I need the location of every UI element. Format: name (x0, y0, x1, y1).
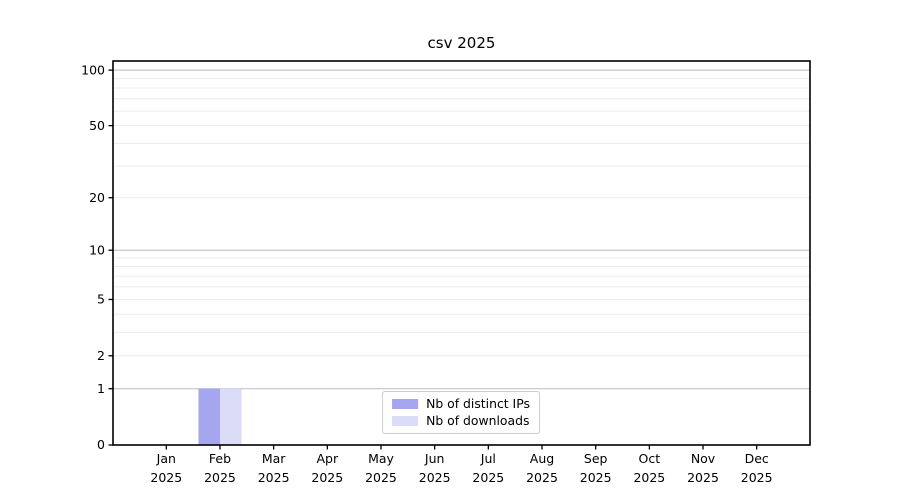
x-tick-label-year: 2025 (633, 470, 665, 485)
x-tick-label-year: 2025 (311, 470, 343, 485)
x-tick-label-month: May (368, 451, 394, 466)
bar-feb-series1 (219, 388, 242, 445)
x-tick-label-month: Sep (584, 451, 608, 466)
x-tick-label-year: 2025 (687, 470, 719, 485)
legend-item-distinct-ips: Nb of distinct IPs (392, 395, 530, 411)
y-tick-label: 2 (97, 348, 105, 363)
legend-swatch-downloads (392, 416, 419, 426)
x-tick-label-year: 2025 (580, 470, 612, 485)
y-tick-label: 5 (97, 292, 105, 307)
y-tick-label: 20 (89, 190, 105, 205)
x-tick-label-year: 2025 (741, 470, 773, 485)
x-tick-label-year: 2025 (472, 470, 504, 485)
y-tick-label: 0 (97, 437, 105, 452)
y-tick-label: 50 (89, 118, 105, 133)
legend-swatch-distinct-ips (392, 399, 419, 409)
y-tick-label: 1 (97, 381, 105, 396)
x-tick-label-year: 2025 (365, 470, 397, 485)
x-tick-label-month: Jun (424, 451, 445, 466)
x-tick-label-month: Jan (156, 451, 176, 466)
legend: Nb of distinct IPs Nb of downloads (382, 391, 540, 434)
y-tick-label: 100 (81, 62, 105, 77)
legend-label-distinct-ips: Nb of distinct IPs (426, 395, 530, 411)
y-tick-label: 10 (89, 242, 105, 257)
plot-border (112, 60, 811, 446)
x-tick-label-month: Jul (480, 451, 496, 466)
x-tick-label-year: 2025 (258, 470, 290, 485)
x-tick-label-month: Dec (745, 451, 769, 466)
x-tick-label-year: 2025 (419, 470, 451, 485)
x-tick-label-year: 2025 (526, 470, 558, 485)
x-tick-label-month: Aug (530, 451, 554, 466)
chart-title: csv 2025 (427, 34, 496, 52)
x-tick-label-month: Nov (691, 451, 716, 466)
x-tick-label-month: Oct (639, 451, 661, 466)
legend-item-downloads: Nb of downloads (392, 412, 530, 428)
x-tick-label-month: Apr (317, 451, 339, 466)
bar-feb-series0 (198, 388, 220, 445)
legend-label-downloads: Nb of downloads (426, 412, 530, 428)
x-tick-label-year: 2025 (204, 470, 236, 485)
x-tick-label-month: Mar (262, 451, 286, 466)
x-tick-label-year: 2025 (150, 470, 182, 485)
x-tick-label-month: Feb (209, 451, 231, 466)
